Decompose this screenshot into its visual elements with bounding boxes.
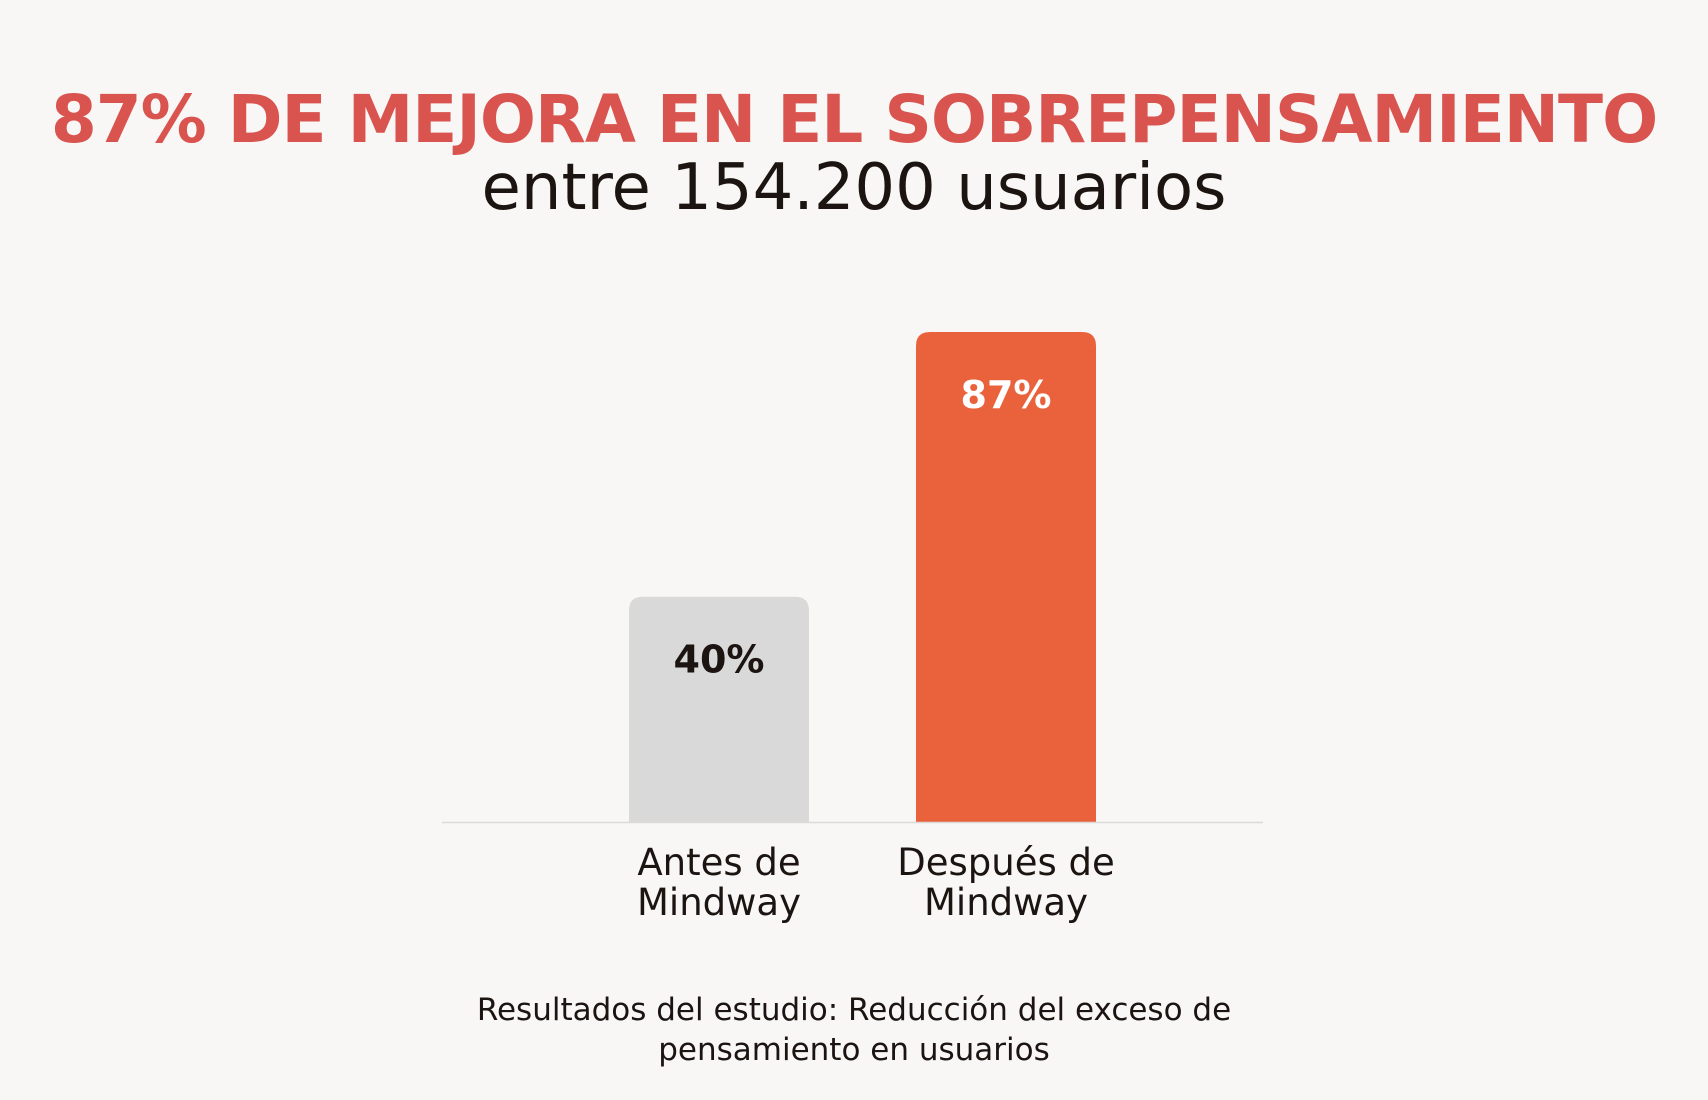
x-tick-label-1-line-2: Mindway	[637, 881, 801, 924]
caption-line-1: Resultados del estudio: Reducción del ex…	[476, 992, 1232, 1028]
chart-caption: Resultados del estudio: Reducción del ex…	[0, 990, 1708, 1070]
x-tick-label-1-line-1: Antes de	[637, 841, 800, 884]
chart-title: 87% DE MEJORA EN EL SOBREPENSAMIENTO	[50, 81, 1658, 158]
bar-2	[916, 332, 1096, 822]
bar-value-label-2: 87%	[961, 373, 1052, 417]
x-tick-label-2-line-2: Mindway	[924, 881, 1088, 924]
caption-line-2: pensamiento en usuarios	[658, 1032, 1050, 1068]
bar-1	[629, 596, 809, 822]
chart-subtitle: entre 154.200 usuarios	[481, 151, 1227, 225]
bar-value-label-1: 40%	[674, 638, 765, 682]
x-tick-label-2-line-1: Después de	[897, 841, 1115, 884]
